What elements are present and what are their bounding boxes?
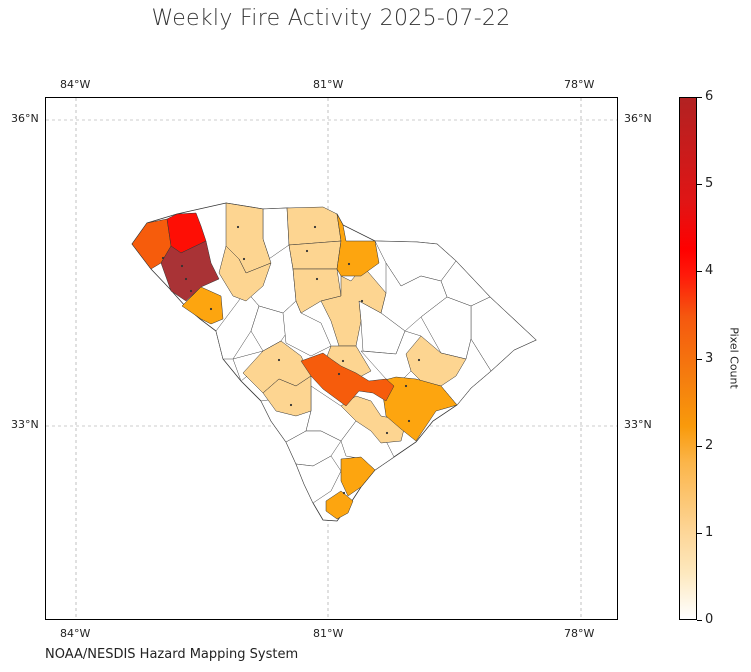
fire-point bbox=[404, 384, 408, 388]
lon-label-top-78w: 78°W bbox=[564, 78, 595, 91]
fire-point bbox=[337, 372, 341, 376]
lat-label-right-36n: 36°N bbox=[624, 112, 652, 125]
county-shape bbox=[282, 300, 332, 357]
fire-counties-level-2 bbox=[181, 213, 458, 520]
colorbar-tick-mark bbox=[697, 533, 702, 534]
colorbar-tick-mark bbox=[697, 97, 702, 98]
lon-label-bottom-84w: 84°W bbox=[60, 627, 91, 640]
colorbar-tick-mark bbox=[697, 359, 702, 360]
fire-points bbox=[161, 225, 421, 495]
colorbar-tick-mark bbox=[697, 184, 702, 185]
county-shape bbox=[295, 455, 342, 504]
colorbar-tick-label: 3 bbox=[705, 351, 714, 366]
county-fire-3 bbox=[300, 352, 395, 407]
colorbar-tick-mark bbox=[697, 446, 702, 447]
county-fire-2 bbox=[336, 213, 380, 277]
fire-point bbox=[417, 358, 421, 362]
fire-point bbox=[305, 249, 309, 253]
colorbar-tick-label: 4 bbox=[705, 263, 714, 278]
fire-point bbox=[313, 225, 317, 229]
county-boundaries-empty bbox=[215, 207, 537, 504]
source-credit: NOAA/NESDIS Hazard Mapping System bbox=[45, 647, 299, 662]
lon-label-top-81w: 81°W bbox=[313, 78, 344, 91]
fire-point bbox=[242, 257, 246, 261]
fire-point bbox=[289, 403, 293, 407]
map-svg bbox=[46, 98, 617, 619]
fire-point bbox=[315, 277, 319, 281]
fire-point bbox=[385, 431, 389, 435]
lat-label-left-33n: 33°N bbox=[11, 418, 39, 431]
fire-point bbox=[342, 491, 346, 495]
county-fire-1 bbox=[405, 335, 467, 387]
fire-counties-level-6 bbox=[160, 240, 220, 302]
fire-point bbox=[184, 277, 188, 281]
colorbar-tick-mark bbox=[697, 271, 702, 272]
county-fire-1 bbox=[262, 375, 312, 417]
lat-label-left-36n: 36°N bbox=[11, 112, 39, 125]
lat-label-right-33n: 33°N bbox=[624, 418, 652, 431]
fire-point bbox=[161, 256, 165, 260]
county-fire-6 bbox=[160, 240, 220, 302]
fire-counties-level-3 bbox=[131, 218, 395, 407]
map-panel[interactable] bbox=[45, 97, 618, 620]
fire-point bbox=[277, 358, 281, 362]
fire-counties-level-1 bbox=[218, 202, 467, 444]
colorbar-tick-label: 1 bbox=[705, 525, 714, 540]
colorbar-tick-label: 2 bbox=[705, 438, 714, 453]
colorbar-title: Pixel Count bbox=[727, 327, 741, 389]
fire-point bbox=[236, 225, 240, 229]
county-fire-1 bbox=[288, 240, 342, 270]
county-fire-2 bbox=[340, 456, 376, 497]
fire-point bbox=[407, 419, 411, 423]
county-fire-1 bbox=[286, 206, 342, 246]
fire-point bbox=[360, 299, 364, 303]
lon-label-top-84w: 84°W bbox=[60, 78, 91, 91]
colorbar-tick-label: 5 bbox=[705, 176, 714, 191]
fire-point bbox=[209, 307, 213, 311]
fire-point bbox=[347, 262, 351, 266]
county-fire-2 bbox=[325, 490, 354, 520]
county-fire-2 bbox=[380, 376, 458, 442]
fire-point bbox=[180, 264, 184, 268]
colorbar-tick-mark bbox=[697, 620, 702, 621]
chart-title: Weekly Fire Activity 2025-07-22 bbox=[151, 6, 511, 31]
fire-point bbox=[189, 289, 193, 293]
lon-label-bottom-78w: 78°W bbox=[564, 627, 595, 640]
colorbar-tick-label: 6 bbox=[705, 89, 714, 104]
lon-label-bottom-81w: 81°W bbox=[313, 627, 344, 640]
colorbar bbox=[679, 97, 697, 620]
fire-point bbox=[341, 359, 345, 363]
colorbar-tick-label: 0 bbox=[705, 612, 714, 627]
county-fire-1 bbox=[218, 245, 272, 302]
